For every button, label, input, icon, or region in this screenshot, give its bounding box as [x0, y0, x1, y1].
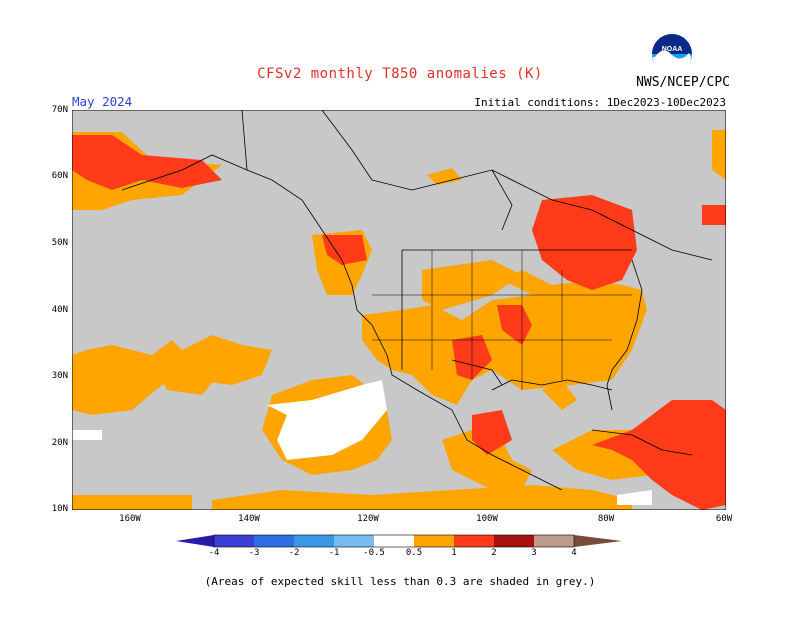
- lon-label-60w: 60W: [715, 514, 733, 524]
- colorbar-swatch-4: [334, 535, 374, 547]
- forecast-month: May 2024: [72, 94, 133, 109]
- colorbar-label-0.5: 0.5: [405, 548, 423, 558]
- state-borders: [372, 250, 632, 390]
- colorbar-label-1: 1: [451, 548, 457, 558]
- colorbar-swatch-1: [214, 535, 254, 547]
- colorbar-swatch-9: [534, 535, 574, 547]
- colorbar-label-3: 3: [531, 548, 537, 558]
- lat-label-40n: 40N: [51, 305, 68, 315]
- agency-label: NWS/NCEP/CPC: [636, 75, 730, 90]
- lat-label-20n: 20N: [51, 438, 68, 448]
- lon-label-140w: 140W: [238, 514, 260, 524]
- lat-label-30n: 30N: [51, 371, 68, 381]
- white-regions: [72, 380, 652, 505]
- colorbar-label-4: 4: [571, 548, 577, 558]
- lat-label-50n: 50N: [51, 238, 68, 248]
- lon-label-160w: 160W: [119, 514, 141, 524]
- anomaly-map: [72, 110, 726, 510]
- lat-label-60n: 60N: [51, 171, 68, 181]
- colorbar-swatch-8: [494, 535, 534, 547]
- lat-label-70n: 70N: [51, 105, 68, 115]
- colorbar-label--2: -2: [288, 548, 300, 558]
- lon-label-120w: 120W: [357, 514, 379, 524]
- noaa-logo: NOAA: [652, 34, 692, 75]
- colorbar-swatch-5: [374, 535, 414, 547]
- colorbar-label-2: 2: [491, 548, 497, 558]
- lon-label-80w: 80W: [597, 514, 615, 524]
- colorbar-label--4: -4: [208, 548, 220, 558]
- lat-label-10n: 10N: [51, 504, 68, 514]
- anomaly-shading: [72, 130, 726, 510]
- colorbar-frame: [213, 534, 575, 548]
- colorbar-swatch-10: [574, 535, 622, 547]
- colorbar-swatch-3: [294, 535, 334, 547]
- lon-label-100w: 100W: [476, 514, 498, 524]
- colorbar-label--3: -3: [248, 548, 260, 558]
- chart-title: CFSv2 monthly T850 anomalies (K): [257, 66, 543, 82]
- skill-note: (Areas of expected skill less than 0.3 a…: [204, 575, 596, 588]
- colorbar-label--0.5: -0.5: [363, 548, 385, 558]
- colorbar: [176, 534, 622, 548]
- colorbar-swatch-6: [414, 535, 454, 547]
- initial-conditions: Initial conditions: 1Dec2023-10Dec2023: [474, 96, 726, 109]
- logo-text: NOAA: [662, 46, 683, 53]
- orange-regions: [72, 130, 726, 510]
- colorbar-swatch-0: [176, 535, 214, 547]
- red-regions: [72, 135, 726, 510]
- colorbar-label--1: -1: [328, 548, 340, 558]
- colorbar-swatch-2: [254, 535, 294, 547]
- colorbar-swatch-7: [454, 535, 494, 547]
